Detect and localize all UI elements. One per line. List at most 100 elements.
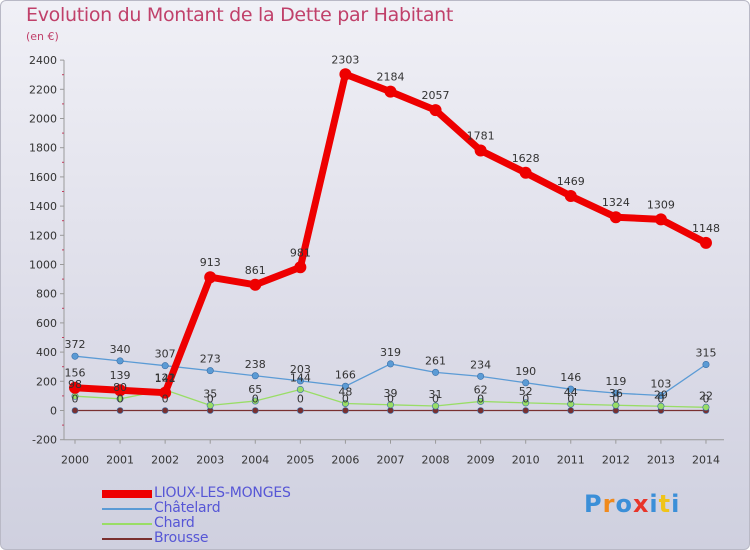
data-point [384, 85, 397, 98]
data-label: 122 [155, 372, 176, 385]
data-label: 0 [657, 393, 664, 406]
data-label: 2303 [331, 53, 359, 66]
data-label: 340 [110, 343, 131, 356]
unit-label: (en €) [26, 30, 59, 43]
data-label: 273 [200, 353, 221, 366]
data-label: 0 [432, 393, 439, 406]
proxiti-logo: Proxiti [584, 490, 680, 518]
data-label: 0 [702, 393, 709, 406]
data-label: 1148 [692, 222, 720, 235]
legend-label: Brousse [154, 530, 209, 546]
data-point [206, 367, 214, 375]
data-point [161, 362, 169, 370]
data-point [702, 403, 710, 411]
data-label: 372 [65, 338, 86, 351]
data-point [251, 372, 259, 380]
data-point [612, 389, 620, 397]
data-point [161, 407, 169, 414]
legend-label: Châtelard [154, 500, 221, 516]
x-tick-label: 2003 [196, 454, 224, 467]
data-label: 315 [695, 347, 716, 360]
x-tick-label: 2006 [331, 454, 359, 467]
data-point [71, 352, 79, 360]
x-tick-label: 2005 [286, 454, 314, 467]
data-point [342, 407, 349, 414]
y-tick-label: 1600 [29, 171, 57, 184]
data-point [296, 385, 304, 393]
data-label: 29 [654, 388, 668, 401]
y-tick-label: 200 [36, 375, 57, 388]
data-point [429, 104, 442, 117]
data-label: 52 [519, 385, 533, 398]
y-tick-label: 1800 [29, 142, 57, 155]
x-tick-label: 2007 [376, 454, 404, 467]
data-label: 0 [342, 393, 349, 406]
data-label: 144 [290, 371, 311, 384]
logo-letter: r [602, 490, 616, 518]
data-point [297, 407, 304, 414]
data-label: 0 [567, 393, 574, 406]
data-point [386, 360, 394, 368]
data-point [251, 407, 259, 414]
data-point [522, 379, 530, 387]
data-point [657, 402, 665, 410]
data-point [657, 391, 665, 399]
y-tick-label: -200 [32, 434, 57, 447]
data-point [206, 401, 214, 409]
legend-label: LIOUX-LES-MONGES [154, 485, 291, 501]
logo-letter: x [632, 490, 650, 518]
chart-title: Evolution du Montant de la Dette par Hab… [26, 4, 454, 26]
data-point [114, 384, 127, 397]
y-tick-label: 0 [50, 405, 57, 418]
data-point [474, 144, 487, 157]
data-label: 65 [248, 383, 262, 396]
data-label: 98 [68, 378, 82, 391]
data-label: 146 [560, 371, 581, 384]
data-point [159, 386, 172, 399]
data-label: 0 [207, 393, 214, 406]
axes: -200020040060080010001200140016001800200… [29, 54, 724, 467]
data-label: 36 [609, 387, 623, 400]
legend-label: Chard [154, 515, 195, 531]
x-tick-label: 2014 [692, 454, 720, 467]
data-point [522, 399, 530, 407]
data-point [432, 368, 440, 376]
data-point [341, 382, 349, 390]
data-point [612, 401, 620, 409]
data-label: 0 [612, 393, 619, 406]
data-label: 0 [117, 393, 124, 406]
data-label: 0 [522, 393, 529, 406]
data-label: 261 [425, 354, 446, 367]
series-0 [69, 68, 712, 399]
data-label: 48 [338, 385, 352, 398]
x-tick-label: 2002 [151, 454, 179, 467]
y-tick-label: 2400 [29, 54, 57, 67]
logo-letter: i [649, 490, 659, 518]
y-tick-label: 2200 [29, 83, 57, 96]
y-tick-label: 1400 [29, 200, 57, 213]
logo-letter: i [671, 490, 681, 518]
data-point [702, 361, 710, 369]
data-label: 2184 [376, 71, 404, 84]
data-label: 31 [429, 388, 443, 401]
data-label: 981 [290, 246, 311, 259]
data-point [116, 357, 124, 365]
data-label: 0 [387, 393, 394, 406]
data-label: 1781 [467, 129, 495, 142]
data-point [341, 399, 349, 407]
data-label: 307 [155, 348, 176, 361]
data-label: 203 [290, 363, 311, 376]
x-tick-label: 2010 [512, 454, 540, 467]
legend-swatch [102, 523, 152, 525]
y-tick-label: 400 [36, 346, 57, 359]
data-label: 156 [65, 367, 86, 380]
data-label: 0 [297, 393, 304, 406]
logo-letter: o [615, 490, 633, 518]
data-point [567, 407, 575, 414]
data-point [69, 381, 81, 394]
data-label: 234 [470, 358, 491, 371]
data-label: 62 [474, 383, 488, 396]
data-point [339, 68, 352, 81]
data-label: 238 [245, 358, 266, 371]
